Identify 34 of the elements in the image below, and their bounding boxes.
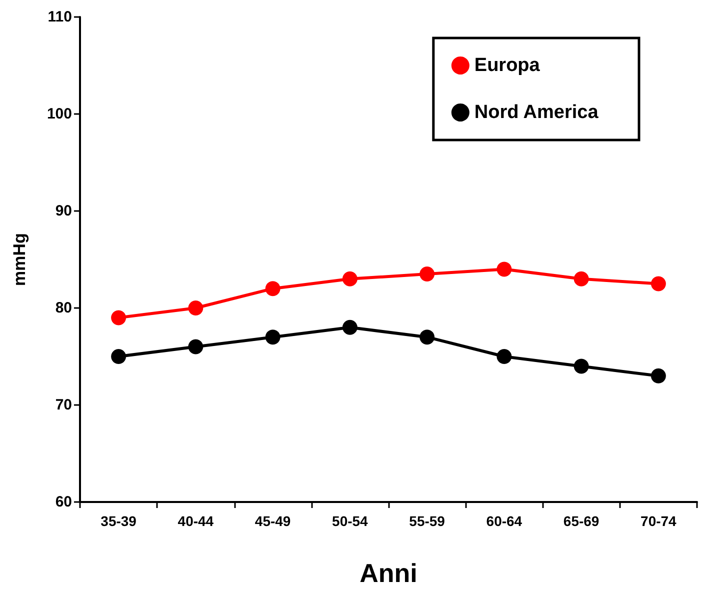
point	[342, 271, 358, 286]
x-tick-label: 45-49	[254, 513, 291, 529]
point	[420, 266, 435, 282]
y-axis-title: mmHg	[10, 233, 29, 286]
point	[650, 368, 666, 384]
point	[111, 349, 126, 364]
point	[650, 276, 666, 292]
point	[496, 349, 512, 364]
x-tick-label: 40-44	[178, 513, 214, 529]
legend-label: Nord America	[474, 102, 599, 123]
y-tick-label: 60	[55, 494, 72, 510]
x-tick-label: 65-69	[563, 513, 600, 529]
point	[420, 330, 435, 345]
y-tick-label: 70	[55, 396, 72, 414]
point	[265, 281, 280, 296]
point	[574, 271, 589, 286]
x-tick-label: 35-39	[100, 513, 137, 529]
y-tick-label: 90	[55, 202, 72, 220]
y-tick-label: 100	[46, 106, 72, 122]
point	[188, 339, 204, 354]
x-tick-label: 55-59	[409, 513, 446, 529]
legend-label: Europa	[474, 55, 540, 76]
y-tick-label: 80	[55, 300, 72, 316]
point	[111, 310, 126, 326]
y-tick-label: 110	[48, 8, 72, 26]
point	[188, 300, 204, 316]
point	[342, 320, 358, 335]
point	[496, 262, 512, 277]
x-tick-label: 70-74	[640, 513, 677, 529]
x-axis-title: Anni	[360, 558, 418, 588]
x-tick-label: 60-64	[486, 513, 522, 529]
x-tick-label: 50-54	[332, 513, 368, 529]
point	[265, 330, 280, 345]
point	[574, 358, 589, 374]
